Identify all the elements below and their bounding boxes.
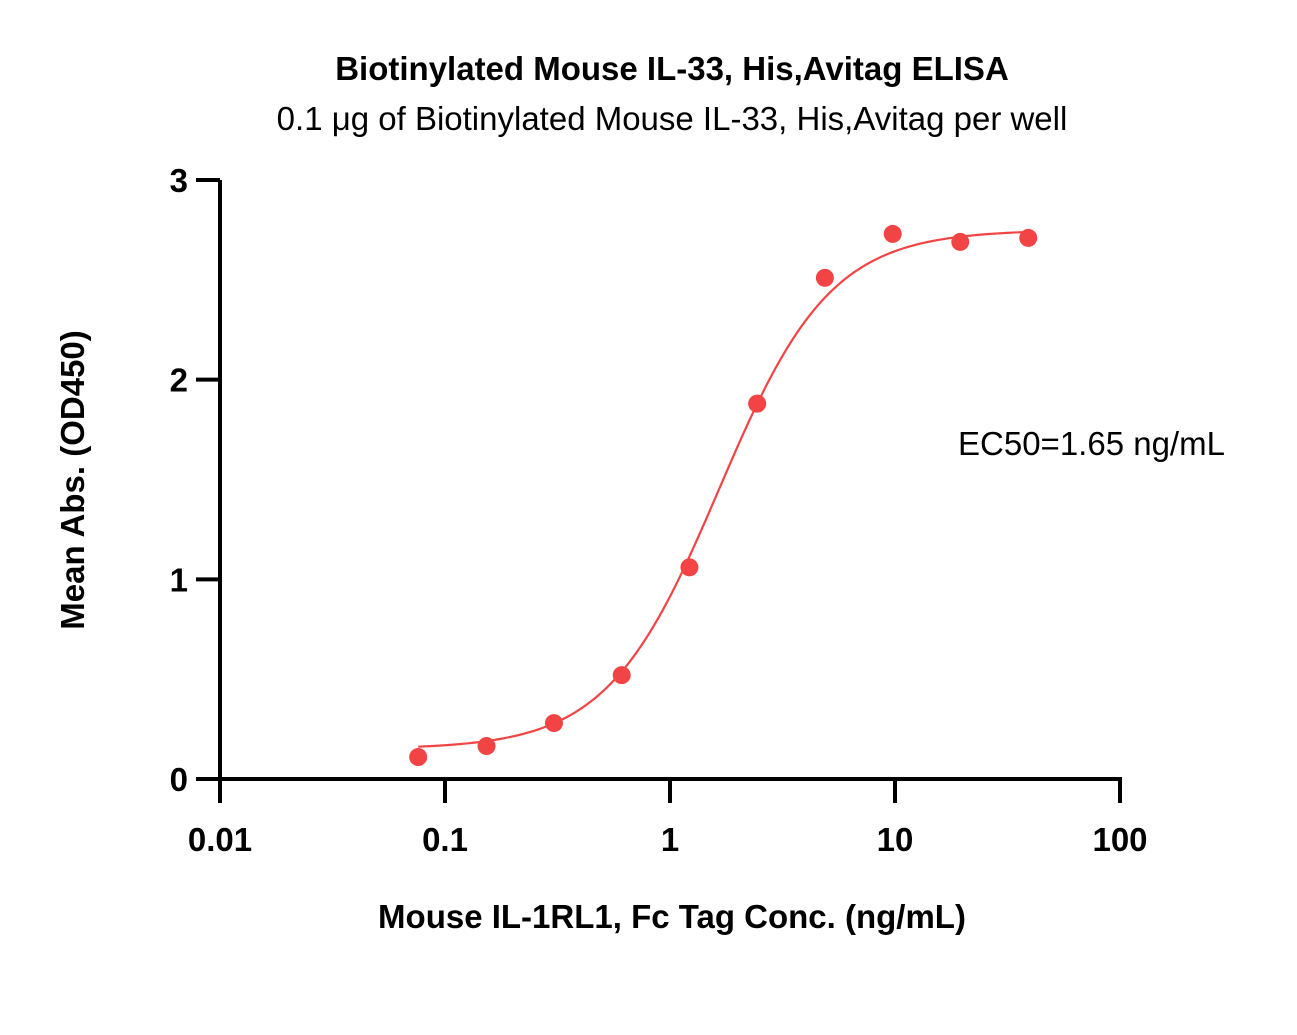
data-point [612, 666, 631, 685]
chart-subtitle: 0.1 μg of Biotinylated Mouse IL-33, His,… [277, 100, 1068, 137]
data-point [680, 558, 699, 577]
data-point [815, 268, 834, 287]
data-point [409, 748, 428, 767]
y-axis-label: Mean Abs. (OD450) [54, 330, 91, 630]
ec50-annotation: EC50=1.65 ng/mL [958, 425, 1225, 462]
x-axis-label: Mouse IL-1RL1, Fc Tag Conc. (ng/mL) [378, 898, 966, 935]
x-axis: 0.01 0.1 1 10 100 [188, 777, 1148, 858]
data-point [748, 394, 767, 413]
y-tick-label: 2 [170, 362, 188, 399]
x-tick-label: 10 [877, 821, 914, 858]
data-points [409, 224, 1038, 767]
x-tick-label: 100 [1092, 821, 1147, 858]
y-axis: 0 1 2 3 [170, 162, 222, 798]
data-point [951, 232, 970, 251]
data-point [477, 737, 496, 756]
chart-title: Biotinylated Mouse IL-33, His,Avitag ELI… [335, 50, 1009, 87]
y-tick-label: 1 [170, 561, 188, 598]
data-point [883, 224, 902, 243]
y-tick-label: 0 [170, 761, 188, 798]
x-tick-label: 0.1 [422, 821, 468, 858]
data-point [1019, 228, 1038, 247]
y-tick-label: 3 [170, 162, 188, 199]
x-tick-label: 1 [661, 821, 679, 858]
fit-curve [418, 230, 1029, 748]
x-tick-label: 0.01 [188, 821, 252, 858]
data-point [544, 714, 563, 733]
